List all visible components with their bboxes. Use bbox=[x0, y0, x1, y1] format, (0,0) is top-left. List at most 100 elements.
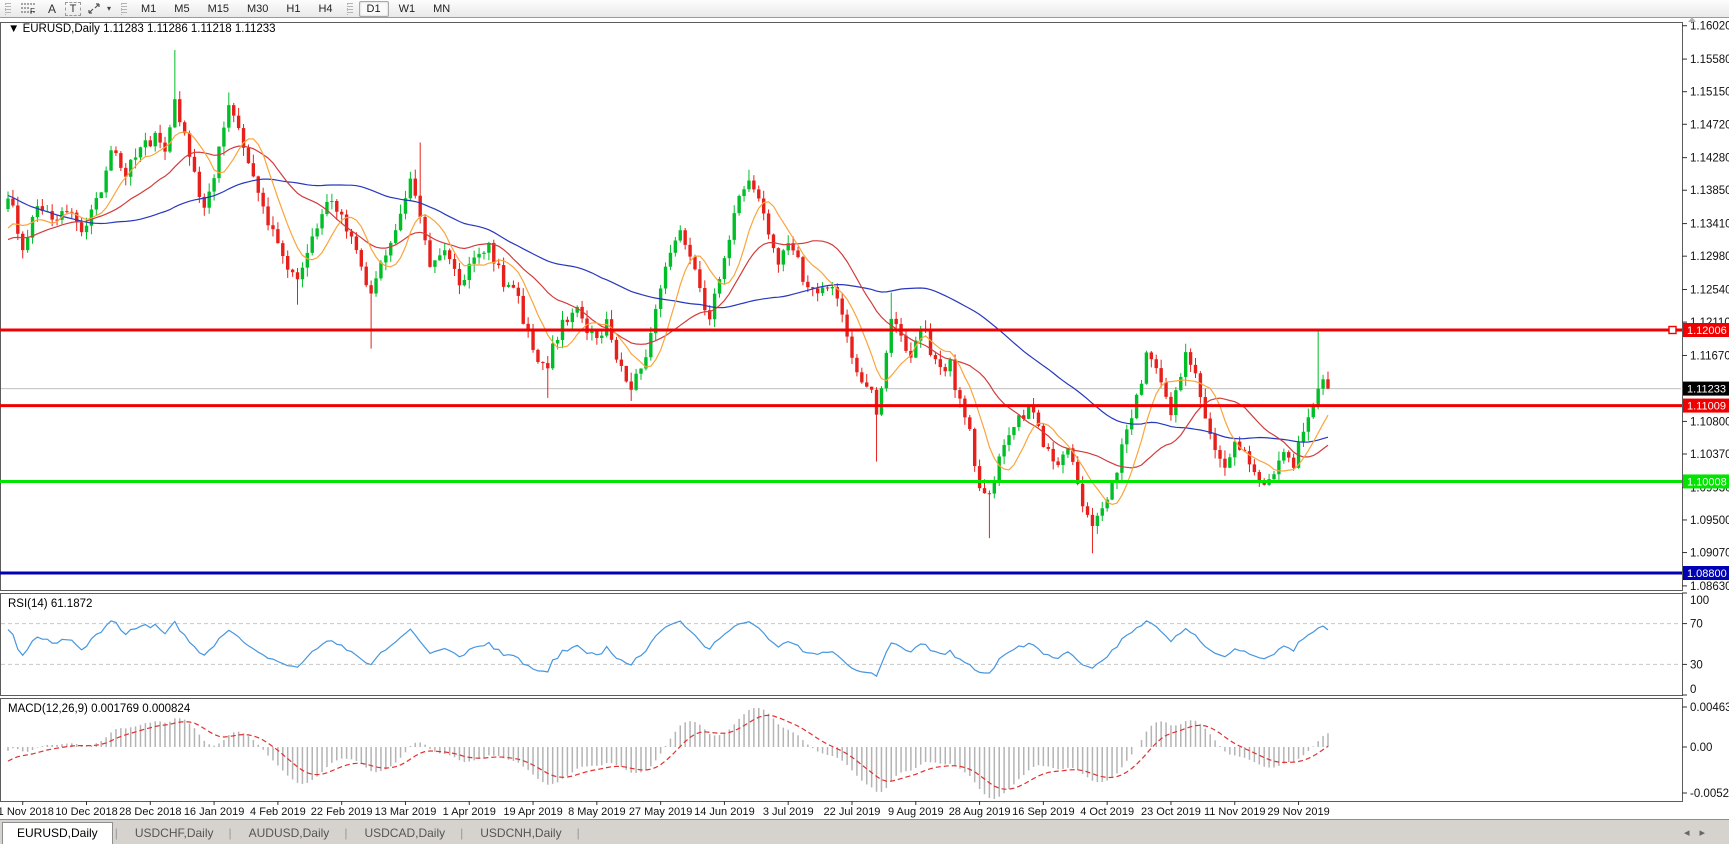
toolbar-grip[interactable] bbox=[5, 2, 11, 15]
svg-text:4 Oct 2019: 4 Oct 2019 bbox=[1080, 806, 1134, 818]
svg-text:29 Nov 2019: 29 Nov 2019 bbox=[1267, 806, 1329, 818]
chart-tab-eurusd[interactable]: EURUSD,Daily bbox=[2, 821, 113, 844]
svg-text:21 Nov 2018: 21 Nov 2018 bbox=[0, 806, 54, 818]
svg-text:8 May 2019: 8 May 2019 bbox=[568, 806, 625, 818]
svg-text:28 Dec 2018: 28 Dec 2018 bbox=[119, 806, 181, 818]
svg-text:4 Feb 2019: 4 Feb 2019 bbox=[250, 806, 306, 818]
price-chart-canvas[interactable]: 1.16020 1.15580 1.15150 1.14720 1.14280 1.138… bbox=[0, 0, 1729, 819]
tab-scroll-right-icon[interactable]: ▸ bbox=[1699, 827, 1715, 839]
svg-text:28 Aug 2019: 28 Aug 2019 bbox=[949, 806, 1011, 818]
svg-text:1.11670: 1.11670 bbox=[1690, 350, 1729, 362]
tab-scroll-left-icon[interactable]: ◂ bbox=[1683, 827, 1700, 839]
chart-tabs: EURUSD,Daily | USDCHF,Daily | AUDUSD,Daily | U… bbox=[0, 821, 582, 844]
svg-text:0: 0 bbox=[1690, 684, 1696, 696]
level-price-box bbox=[1683, 474, 1729, 489]
svg-text:1.12006: 1.12006 bbox=[1687, 325, 1727, 337]
ma-medium-line bbox=[7, 145, 1329, 469]
svg-text:3 Jul 2019: 3 Jul 2019 bbox=[763, 806, 814, 818]
tab-separator: | bbox=[114, 825, 118, 840]
rsi-label: RSI(14) 61.1872 bbox=[8, 598, 92, 610]
macd-panel bbox=[7, 707, 1329, 799]
svg-text:1.14280: 1.14280 bbox=[1690, 153, 1729, 165]
toolbar-grip-2[interactable] bbox=[121, 2, 128, 15]
svg-text:22 Feb 2019: 22 Feb 2019 bbox=[311, 806, 373, 818]
rsi-line bbox=[7, 620, 1329, 678]
chart-tab-usdchf[interactable]: USDCHF,Daily bbox=[134, 825, 214, 840]
chart-title: ▼ EURUSD,Daily 1.11283 1.11286 1.11218 1… bbox=[8, 23, 276, 35]
svg-text:1.12980: 1.12980 bbox=[1690, 251, 1729, 263]
svg-text:13 Mar 2019: 13 Mar 2019 bbox=[375, 806, 437, 818]
fibonacci-tool-icon[interactable]: F bbox=[17, 1, 39, 16]
svg-text:1.09070: 1.09070 bbox=[1690, 548, 1729, 560]
svg-text:1.14720: 1.14720 bbox=[1690, 119, 1729, 131]
toolbar-separator bbox=[346, 2, 353, 15]
text-tool-icon[interactable]: A bbox=[47, 1, 56, 16]
level-price-box bbox=[1683, 323, 1729, 337]
tab-scroll-arrows: ◂▸ bbox=[1684, 826, 1715, 839]
svg-text:F: F bbox=[30, 7, 35, 15]
svg-text:23 Oct 2019: 23 Oct 2019 bbox=[1141, 806, 1201, 818]
svg-text:19 Apr 2019: 19 Apr 2019 bbox=[503, 806, 562, 818]
timeframe-button-m1[interactable]: M1 bbox=[141, 2, 157, 15]
svg-text:1.10800: 1.10800 bbox=[1690, 416, 1729, 428]
svg-text:1.11009: 1.11009 bbox=[1687, 401, 1726, 413]
axis-scroll-triangle-icon bbox=[1688, 17, 1696, 22]
svg-text:16 Jan 2019: 16 Jan 2019 bbox=[184, 806, 245, 818]
fibonacci-lines-glyph: F bbox=[21, 3, 35, 15]
chart-tab-bar: EURUSD,Daily | USDCHF,Daily | AUDUSD,Daily | U… bbox=[0, 819, 1729, 844]
chart-tab-usdcnh[interactable]: USDCNH,Daily bbox=[480, 825, 562, 840]
timeframe-buttons: M1 M5 M15 M30 H1 H4 D1 W1 MN bbox=[132, 0, 459, 17]
svg-text:100: 100 bbox=[1690, 595, 1709, 607]
main-price-panel bbox=[1, 49, 1681, 554]
svg-text:9 Aug 2019: 9 Aug 2019 bbox=[888, 806, 944, 818]
svg-text:1 Apr 2019: 1 Apr 2019 bbox=[443, 806, 496, 818]
timeframe-button-h1[interactable]: H1 bbox=[286, 2, 301, 15]
macd-signal-line bbox=[7, 714, 1329, 790]
timeframe-button-m5[interactable]: M5 bbox=[174, 2, 190, 15]
timeframe-button-d1[interactable]: D1 bbox=[358, 0, 389, 17]
level-line-handle[interactable] bbox=[1668, 325, 1677, 335]
svg-text:10 Dec 2018: 10 Dec 2018 bbox=[55, 806, 117, 818]
rsi-panel bbox=[1, 620, 1681, 678]
svg-text:16 Sep 2019: 16 Sep 2019 bbox=[1012, 806, 1074, 818]
tab-separator: | bbox=[228, 825, 232, 840]
toolbar: F A T ▾ M1 M5 M15 M30 H1 H4 D1 W1 MN bbox=[0, 0, 1729, 18]
timeframe-button-m15[interactable]: M15 bbox=[207, 2, 229, 15]
tab-separator: | bbox=[576, 825, 580, 840]
svg-text:0.00: 0.00 bbox=[1690, 742, 1712, 754]
svg-text:1.16020: 1.16020 bbox=[1690, 21, 1729, 33]
svg-text:70: 70 bbox=[1690, 619, 1703, 631]
timeframe-button-m30[interactable]: M30 bbox=[246, 2, 269, 15]
svg-text:1.10008: 1.10008 bbox=[1687, 476, 1727, 488]
timeframe-button-h4[interactable]: H4 bbox=[318, 2, 333, 15]
svg-text:-0.005299: -0.005299 bbox=[1690, 788, 1729, 800]
macd-label: MACD(12,26,9) 0.001769 0.000824 bbox=[8, 703, 191, 715]
chart-tab-usdcad[interactable]: USDCAD,Daily bbox=[364, 825, 446, 840]
label-tool-icon[interactable]: T bbox=[65, 1, 81, 16]
svg-text:1.13850: 1.13850 bbox=[1690, 185, 1729, 197]
tab-separator: | bbox=[344, 825, 348, 840]
svg-text:1.12540: 1.12540 bbox=[1690, 285, 1729, 297]
svg-text:1.08800: 1.08800 bbox=[1687, 568, 1727, 580]
svg-text:27 May 2019: 27 May 2019 bbox=[629, 806, 693, 818]
timeframe-button-w1[interactable]: W1 bbox=[398, 2, 416, 15]
level-price-box bbox=[1683, 566, 1729, 581]
svg-text:1.10370: 1.10370 bbox=[1690, 449, 1729, 461]
svg-text:22 Jul 2019: 22 Jul 2019 bbox=[824, 806, 881, 818]
svg-text:1.15580: 1.15580 bbox=[1690, 54, 1729, 66]
timeframe-button-mn[interactable]: MN bbox=[433, 2, 451, 15]
chevron-down-icon[interactable]: ▾ bbox=[107, 4, 112, 13]
svg-text:1.11233: 1.11233 bbox=[1687, 384, 1726, 396]
chart-tab-audusd[interactable]: AUDUSD,Daily bbox=[248, 825, 330, 840]
chart-panel-frame bbox=[0, 593, 1683, 696]
svg-text:0.00463: 0.00463 bbox=[1690, 702, 1729, 714]
svg-text:1.08630: 1.08630 bbox=[1690, 581, 1729, 593]
arrows-tool-icon[interactable] bbox=[83, 1, 105, 16]
level-price-box bbox=[1683, 398, 1729, 413]
arrows-glyph bbox=[88, 3, 100, 14]
current-price-box bbox=[1683, 381, 1729, 396]
tab-separator: | bbox=[460, 825, 464, 840]
svg-text:1.13410: 1.13410 bbox=[1690, 219, 1729, 231]
